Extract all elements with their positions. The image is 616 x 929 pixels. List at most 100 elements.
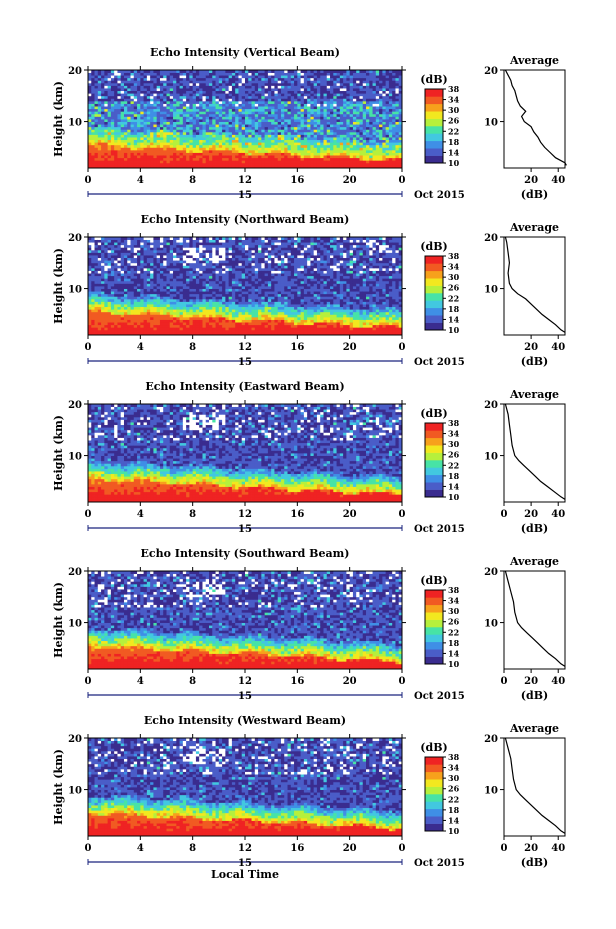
heatmap-cell bbox=[352, 72, 357, 76]
heatmap-cell bbox=[323, 131, 328, 135]
heatmap-cell bbox=[343, 116, 347, 120]
heatmap-cell bbox=[176, 88, 180, 92]
heatmap-cell bbox=[88, 252, 92, 256]
heatmap-cell bbox=[140, 113, 144, 117]
profile-x-tick-label: 40 bbox=[551, 175, 565, 186]
heatmap-cell bbox=[186, 329, 190, 333]
heatmap-cell bbox=[101, 316, 105, 320]
heatmap-cell bbox=[133, 121, 138, 125]
heatmap-cell bbox=[199, 137, 203, 141]
heatmap-cell bbox=[104, 332, 109, 336]
heatmap-cell bbox=[267, 75, 272, 79]
heatmap-cell bbox=[287, 113, 292, 117]
heatmap-cell bbox=[264, 106, 269, 110]
heatmap-cell bbox=[104, 242, 109, 246]
heatmap-cell bbox=[127, 249, 131, 253]
heatmap-cell bbox=[241, 95, 246, 99]
heatmap-cell bbox=[235, 165, 239, 169]
heatmap-cell bbox=[94, 301, 99, 305]
heatmap-cell bbox=[101, 82, 105, 86]
heatmap-cell bbox=[267, 119, 272, 122]
heatmap-cell bbox=[120, 311, 125, 315]
heatmap-cell bbox=[176, 162, 180, 166]
heatmap-cell bbox=[199, 95, 203, 99]
heatmap-cell bbox=[228, 162, 233, 166]
heatmap-cell bbox=[104, 249, 109, 253]
heatmap-cell bbox=[130, 82, 135, 86]
heatmap-cell bbox=[225, 160, 230, 164]
heatmap-cell bbox=[336, 155, 341, 159]
heatmap-cell bbox=[159, 131, 164, 135]
heatmap-cell bbox=[143, 314, 148, 318]
heatmap-cell bbox=[97, 244, 102, 248]
heatmap-cell bbox=[238, 95, 243, 99]
heatmap-cell bbox=[392, 162, 396, 166]
heatmap-cell bbox=[349, 103, 354, 107]
heatmap-cell bbox=[163, 77, 167, 81]
heatmap-cell bbox=[310, 149, 315, 153]
heatmap-cell bbox=[297, 152, 301, 156]
heatmap-cell bbox=[186, 85, 190, 89]
heatmap-cell bbox=[192, 270, 197, 274]
heatmap-cell bbox=[231, 129, 236, 133]
heatmap-cell bbox=[166, 257, 171, 261]
heatmap-cell bbox=[245, 129, 249, 133]
heatmap-cell bbox=[228, 116, 233, 120]
heatmap-cell bbox=[388, 85, 393, 89]
heatmap-cell bbox=[398, 142, 403, 146]
heatmap-cell bbox=[104, 322, 109, 326]
heatmap-cell bbox=[228, 72, 233, 76]
heatmap-cell bbox=[101, 265, 105, 269]
heatmap-cell bbox=[120, 247, 125, 251]
heatmap-cell bbox=[258, 116, 262, 120]
heatmap-cell bbox=[120, 75, 125, 79]
heatmap-cell bbox=[323, 139, 328, 143]
heatmap-cell bbox=[392, 152, 396, 156]
heatmap-cell bbox=[101, 332, 105, 336]
heatmap-cell bbox=[228, 134, 233, 138]
heatmap-cell bbox=[114, 314, 118, 318]
heatmap-cell bbox=[114, 100, 118, 104]
heatmap-cell bbox=[101, 149, 105, 153]
heatmap-cell bbox=[313, 85, 318, 89]
heatmap-cell bbox=[140, 242, 144, 246]
heatmap-cell bbox=[398, 90, 403, 94]
heatmap-cell bbox=[153, 129, 158, 133]
heatmap-cell bbox=[372, 131, 377, 135]
heatmap-cell bbox=[159, 296, 164, 300]
heatmap-cell bbox=[225, 165, 230, 169]
heatmap-cell bbox=[133, 293, 138, 297]
heatmap-cell bbox=[343, 70, 347, 73]
heatmap-cell bbox=[143, 291, 148, 295]
heatmap-cell bbox=[382, 134, 387, 138]
heatmap-cell bbox=[101, 139, 105, 143]
heatmap-cell bbox=[231, 126, 236, 130]
heatmap-cell bbox=[375, 100, 380, 104]
heatmap-cell bbox=[235, 142, 239, 146]
heatmap-cell bbox=[209, 103, 213, 107]
heatmap-cell bbox=[140, 322, 144, 326]
heatmap-cell bbox=[238, 129, 243, 133]
heatmap-cell bbox=[150, 147, 154, 151]
heatmap-cell bbox=[127, 298, 131, 302]
heatmap-cell bbox=[91, 152, 95, 156]
heatmap-cell bbox=[398, 113, 403, 117]
heatmap-cell bbox=[120, 267, 125, 271]
heatmap-cell bbox=[101, 267, 105, 271]
heatmap-cell bbox=[398, 119, 403, 122]
heatmap-cell bbox=[192, 80, 197, 84]
heatmap-cell bbox=[189, 306, 194, 310]
heatmap-cell bbox=[195, 157, 200, 161]
heatmap-cell bbox=[176, 291, 180, 295]
heatmap-cell bbox=[166, 88, 171, 92]
heatmap-cell bbox=[195, 106, 200, 110]
heatmap-cell bbox=[261, 142, 266, 146]
heatmap-cell bbox=[91, 137, 95, 141]
heatmap-cell bbox=[202, 149, 207, 153]
heatmap-cell bbox=[271, 152, 275, 156]
heatmap-cell bbox=[133, 98, 138, 102]
heatmap-cell bbox=[163, 278, 167, 282]
heatmap-cell bbox=[366, 85, 370, 89]
heatmap-cell bbox=[182, 98, 187, 102]
heatmap-cell bbox=[385, 90, 390, 94]
